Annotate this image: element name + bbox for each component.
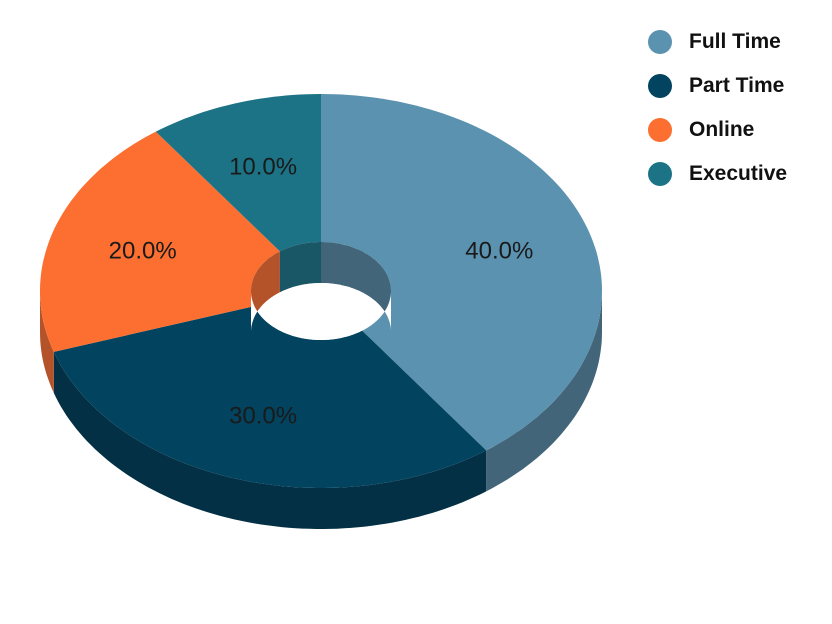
legend-marker: [648, 162, 672, 186]
slice-side-2: [40, 291, 54, 393]
slice-inner-wall-0: [321, 242, 391, 332]
legend: Full Time Part Time Online Executive: [648, 28, 787, 204]
legend-marker: [648, 118, 672, 142]
slice-side-1: [53, 351, 487, 529]
slice-inner-wall-2: [251, 251, 280, 332]
slice-0[interactable]: [321, 94, 602, 451]
slice-side-0: [486, 291, 602, 492]
slice-1[interactable]: [53, 306, 487, 488]
slice-label-0: 40.0%: [465, 238, 533, 265]
legend-item-full-time[interactable]: Full Time: [648, 28, 787, 56]
slice-label-3: 10.0%: [229, 153, 297, 180]
legend-item-part-time[interactable]: Part Time: [648, 72, 787, 100]
legend-marker: [648, 74, 672, 98]
legend-item-online[interactable]: Online: [648, 116, 787, 144]
legend-label: Online: [689, 118, 755, 141]
slice-2[interactable]: [40, 131, 280, 352]
legend-item-executive[interactable]: Executive: [648, 160, 787, 188]
slice-3[interactable]: [155, 94, 321, 252]
legend-label: Part Time: [689, 74, 785, 97]
legend-label: Full Time: [689, 30, 781, 53]
donut-hole: [251, 283, 391, 340]
slice-inner-wall-3: [279, 242, 321, 293]
slice-label-1: 30.0%: [229, 403, 297, 430]
slice-label-2: 20.0%: [109, 238, 177, 265]
legend-label: Executive: [689, 162, 788, 185]
legend-marker: [648, 30, 672, 54]
